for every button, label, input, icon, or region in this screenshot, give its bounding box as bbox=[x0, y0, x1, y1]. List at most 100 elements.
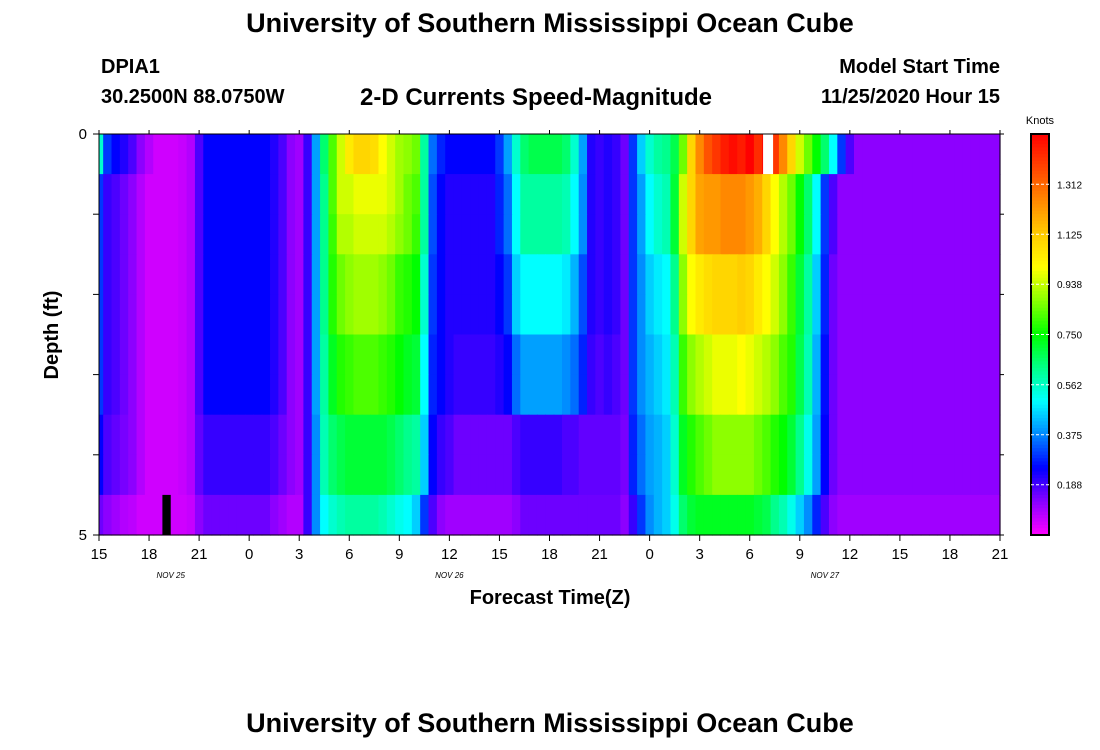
heatmap-cell bbox=[787, 414, 797, 456]
heatmap-cell bbox=[211, 134, 221, 175]
heatmap-cell bbox=[803, 414, 813, 456]
heatmap-cell bbox=[703, 294, 713, 336]
heatmap-cell bbox=[845, 414, 855, 456]
heatmap-cell bbox=[687, 134, 697, 175]
heatmap-cell bbox=[453, 294, 463, 336]
colorbar-segment bbox=[1031, 227, 1049, 232]
heatmap-cell bbox=[219, 134, 229, 175]
heatmap-cell bbox=[495, 334, 505, 376]
heatmap-cell bbox=[703, 134, 713, 175]
heatmap-cell bbox=[320, 174, 330, 215]
heatmap-cell bbox=[99, 454, 104, 496]
heatmap-cell bbox=[411, 494, 421, 536]
colorbar-segment bbox=[1031, 244, 1049, 249]
heatmap-cell bbox=[845, 294, 855, 336]
colorbar-segment bbox=[1031, 281, 1049, 285]
heatmap-cell bbox=[511, 454, 521, 496]
heatmap-cell bbox=[904, 254, 913, 295]
heatmap-cell bbox=[612, 334, 622, 376]
heatmap-cell bbox=[320, 374, 330, 416]
heatmap-cell bbox=[436, 174, 446, 215]
heatmap-cell bbox=[778, 174, 788, 215]
heatmap-cell bbox=[787, 214, 797, 255]
heatmap-cell bbox=[478, 214, 488, 255]
heatmap-cell bbox=[336, 374, 346, 416]
heatmap-cell bbox=[954, 454, 964, 496]
heatmap-cell bbox=[979, 374, 989, 416]
colorbar-segment bbox=[1031, 367, 1049, 372]
heatmap-cell bbox=[278, 254, 288, 295]
heatmap-cell bbox=[345, 214, 355, 255]
heatmap-cell bbox=[812, 214, 822, 255]
heatmap-cell bbox=[128, 374, 138, 416]
heatmap-cell bbox=[486, 134, 496, 175]
heatmap-cell bbox=[99, 294, 104, 336]
heatmap-cell bbox=[99, 214, 104, 255]
heatmap-cell bbox=[194, 494, 204, 536]
heatmap-cell bbox=[879, 294, 888, 336]
colorbar-segment bbox=[1031, 317, 1049, 322]
heatmap-cell bbox=[979, 334, 989, 376]
heatmap-cell bbox=[828, 414, 838, 456]
heatmap-cell bbox=[119, 254, 129, 295]
heatmap-cell bbox=[511, 294, 521, 336]
heatmap-cell bbox=[587, 454, 596, 496]
heatmap-cell bbox=[778, 374, 788, 416]
heatmap-cell bbox=[386, 334, 396, 376]
heatmap-cell bbox=[103, 134, 113, 175]
heatmap-cell bbox=[395, 414, 405, 456]
heatmap-cell bbox=[503, 294, 513, 336]
heatmap-cell bbox=[111, 414, 121, 456]
x-tick-label: 18 bbox=[942, 546, 959, 563]
heatmap-cell bbox=[453, 414, 463, 456]
heatmap-cell bbox=[795, 254, 805, 295]
heatmap-cell bbox=[670, 334, 680, 376]
heatmap-cell bbox=[970, 454, 980, 496]
heatmap-cell bbox=[678, 254, 688, 295]
heatmap-cell bbox=[612, 254, 622, 295]
heatmap-cell bbox=[286, 214, 296, 255]
heatmap-cell bbox=[453, 374, 463, 416]
heatmap-cell bbox=[178, 374, 188, 416]
heatmap-cell bbox=[119, 414, 129, 456]
colorbar-segment bbox=[1031, 277, 1049, 282]
heatmap-cell bbox=[887, 494, 897, 536]
heatmap-cell bbox=[870, 334, 880, 376]
heatmap-cell bbox=[161, 374, 171, 416]
colorbar-segment bbox=[1031, 494, 1049, 499]
heatmap-cell bbox=[795, 414, 805, 456]
heatmap-cell bbox=[311, 134, 321, 175]
heatmap-cell bbox=[303, 294, 313, 336]
heatmap-cell bbox=[979, 414, 989, 456]
heatmap-cell bbox=[345, 134, 355, 175]
colorbar-segment bbox=[1031, 461, 1049, 466]
heatmap-cell bbox=[737, 294, 747, 336]
heatmap-cell bbox=[436, 374, 446, 416]
station-id: DPIA1 bbox=[101, 56, 160, 78]
heatmap-cell bbox=[620, 174, 630, 215]
heatmap-cell bbox=[678, 334, 688, 376]
heatmap-cell bbox=[929, 294, 939, 336]
heatmap-cell bbox=[587, 374, 596, 416]
heatmap-cell bbox=[103, 214, 113, 255]
heatmap-cell bbox=[261, 134, 271, 175]
heatmap-cell bbox=[153, 294, 163, 336]
x-tick-label: 6 bbox=[746, 546, 754, 563]
heatmap-cell bbox=[503, 374, 513, 416]
heatmap-cell bbox=[828, 454, 838, 496]
heatmap-cell bbox=[270, 134, 279, 175]
colorbar-segment bbox=[1031, 524, 1049, 529]
x-tick-label: 21 bbox=[992, 546, 1009, 563]
heatmap-cell bbox=[136, 454, 146, 496]
heatmap-cell bbox=[670, 134, 680, 175]
heatmap-cell bbox=[228, 454, 238, 496]
heatmap-cell bbox=[345, 174, 355, 215]
heatmap-cell bbox=[520, 134, 530, 175]
heatmap-cell bbox=[203, 494, 213, 536]
heatmap-cell bbox=[328, 254, 338, 295]
heatmap-cell bbox=[578, 454, 588, 496]
colorbar-segment bbox=[1031, 434, 1049, 439]
colorbar-segment bbox=[1031, 448, 1049, 453]
heatmap-cell bbox=[762, 254, 772, 295]
heatmap-cell bbox=[653, 214, 663, 255]
